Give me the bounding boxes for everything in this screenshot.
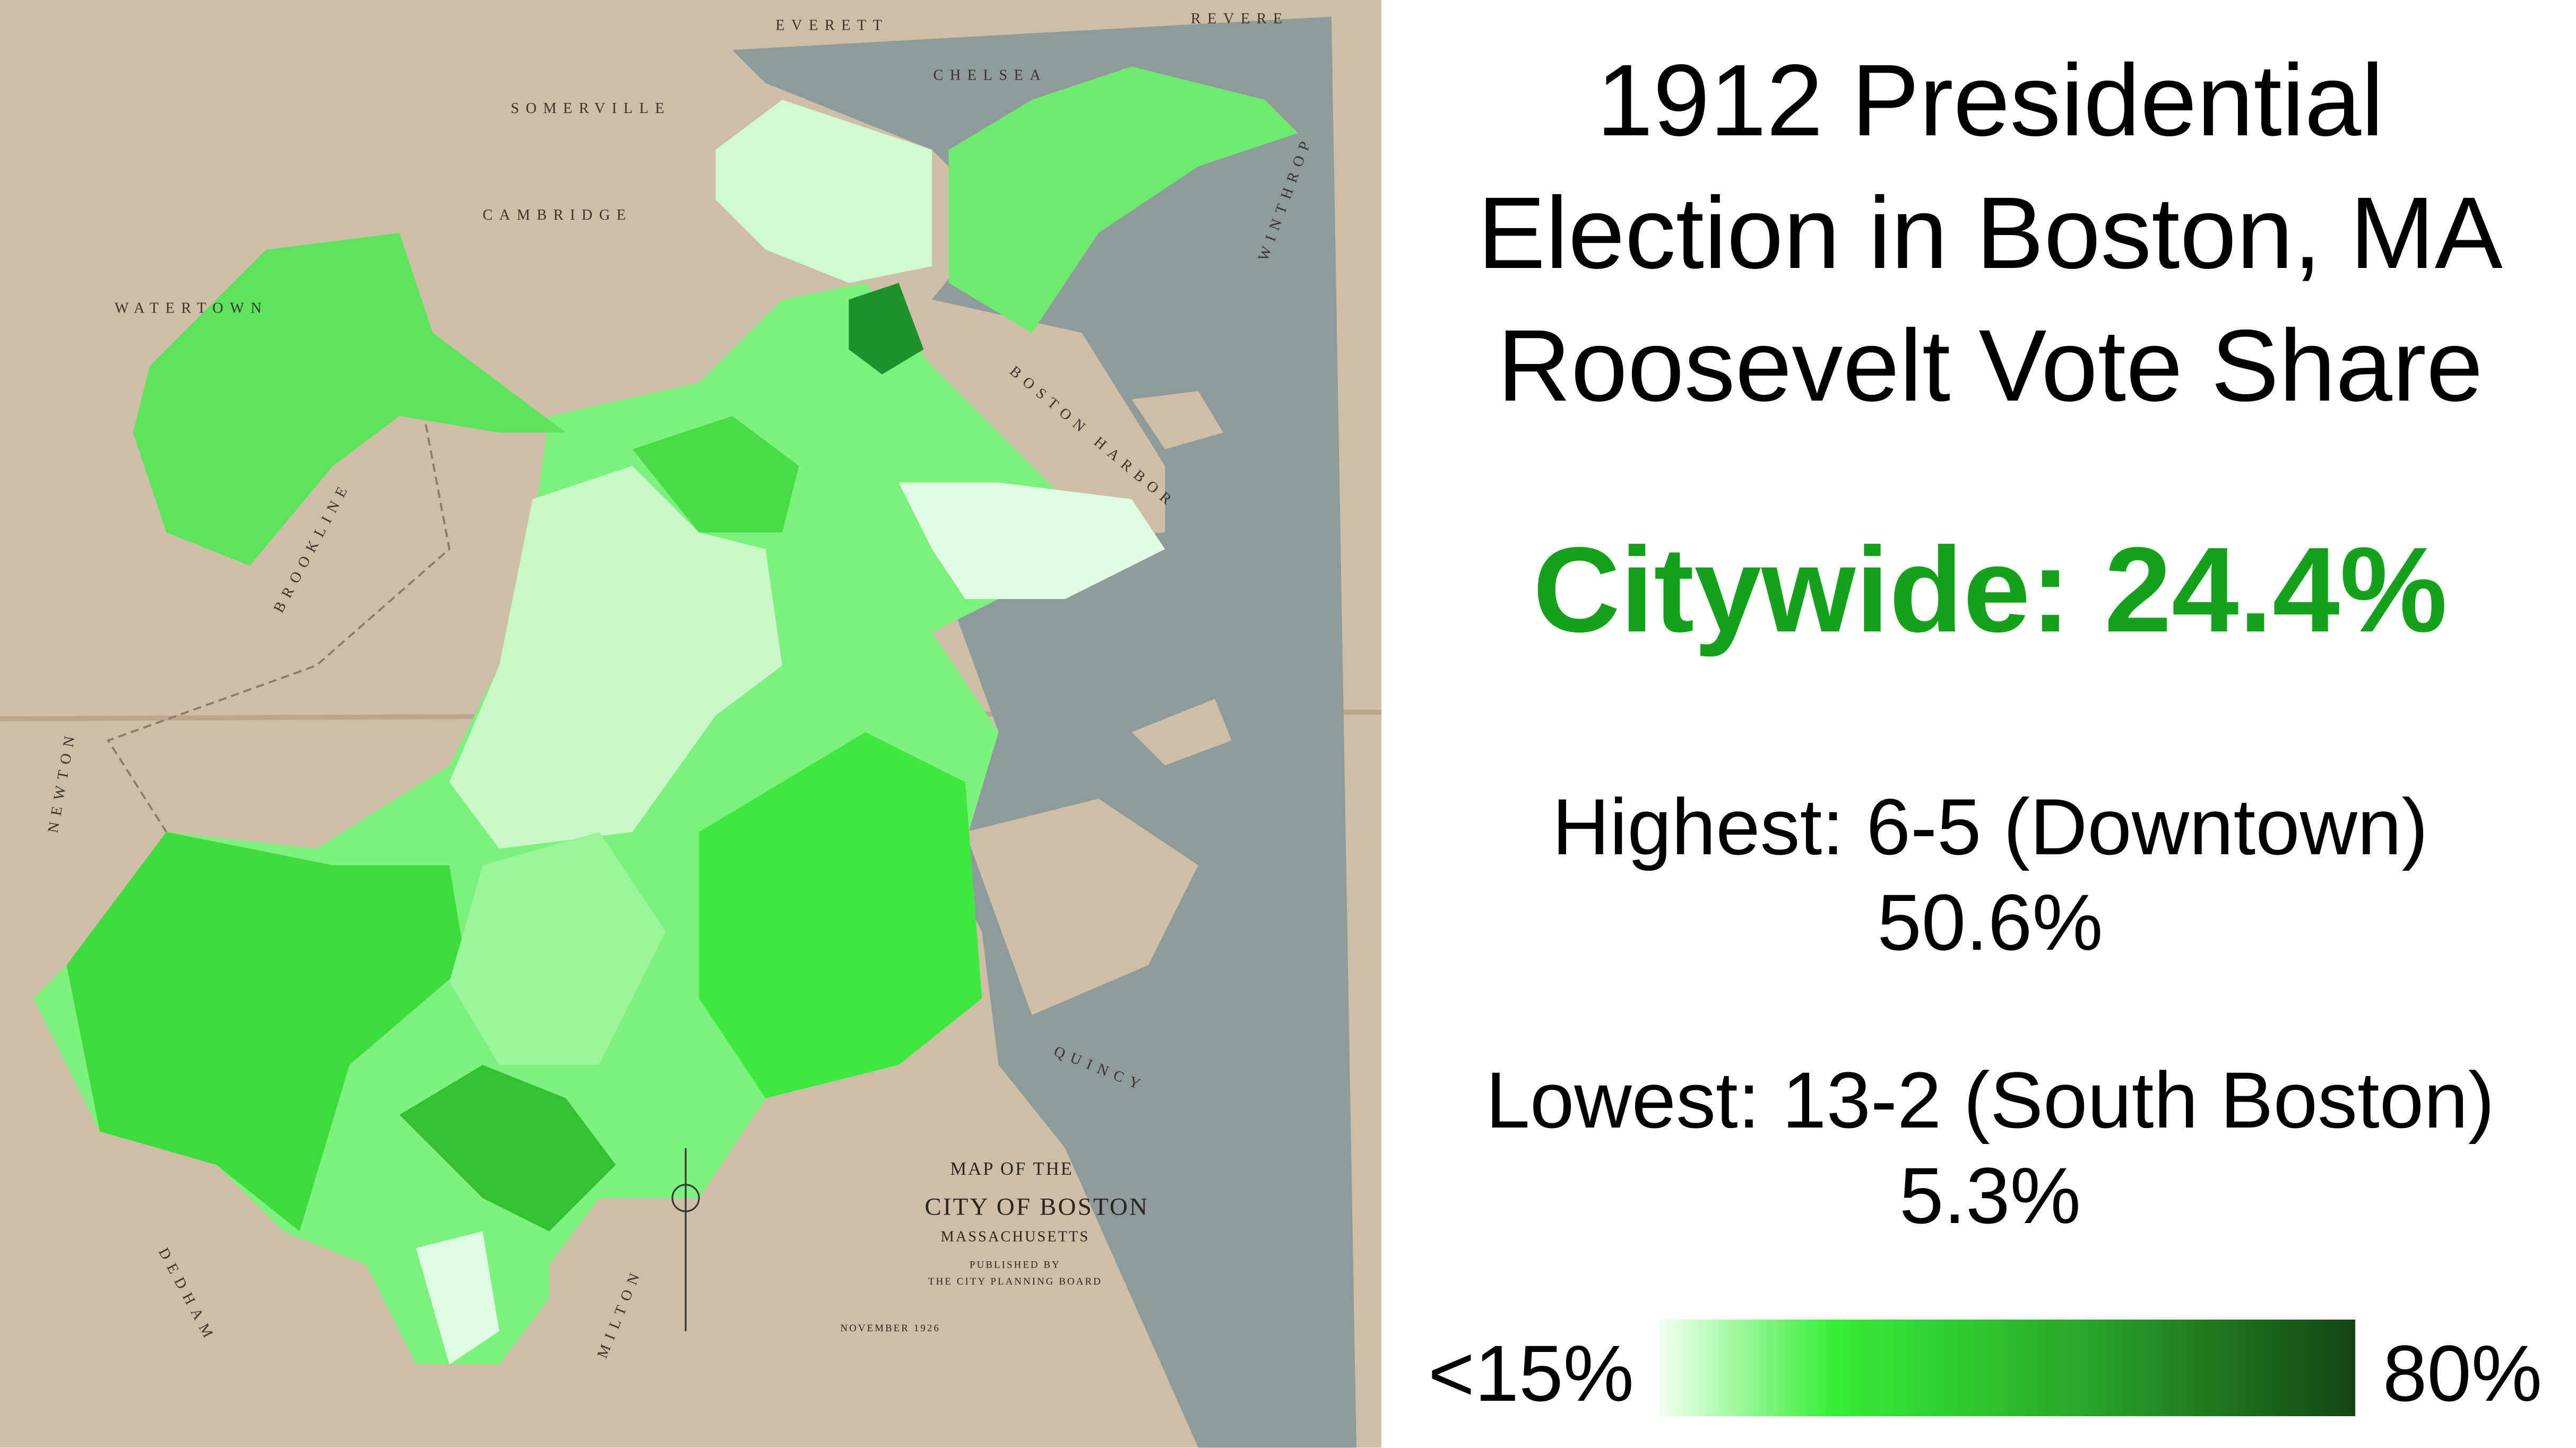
title-line: Roosevelt Vote Share <box>1497 308 2483 422</box>
lowest-label: Lowest: 13-2 (South Boston) <box>1485 1055 2494 1144</box>
district <box>715 100 932 283</box>
map-label: REVERE <box>1191 11 1289 27</box>
district <box>399 1065 616 1232</box>
district <box>449 466 782 849</box>
map: EVERETT REVERE CHELSEA SOMERVILLE CAMBRIDGE W… <box>0 0 1381 1448</box>
citywide: Citywide: 24.4% <box>1533 523 2447 657</box>
highest-label: Highest: 6-5 (Downtown) <box>1552 782 2428 871</box>
district <box>948 66 1299 333</box>
district <box>449 832 666 1065</box>
district <box>632 416 799 533</box>
cartouche-text: MAP OF THE <box>950 1159 1074 1179</box>
cartouche-text: CITY OF BOSTON <box>924 1193 1149 1220</box>
legend-bar <box>1659 1320 2355 1416</box>
map-label: WATERTOWN <box>115 300 268 317</box>
district <box>133 233 566 566</box>
district <box>849 283 924 375</box>
district <box>898 482 1165 599</box>
highest-value: 50.6% <box>1877 878 2103 967</box>
district <box>66 832 466 1232</box>
title-line: Election in Boston, MA <box>1477 176 2503 290</box>
cartouche-text: MASSACHUSETTS <box>941 1228 1090 1245</box>
legend-max: 80% <box>2383 1329 2542 1418</box>
cartouche-text: NOVEMBER 1926 <box>840 1323 940 1334</box>
island <box>1131 699 1232 766</box>
title-line: 1912 Presidential <box>1596 43 2384 157</box>
map-label: EVERETT <box>775 17 888 33</box>
district <box>699 732 982 1098</box>
panel: 1912 Presidential Election in Boston, MA… <box>1428 43 2542 1418</box>
map-label: CHELSEA <box>933 67 1048 84</box>
cartouche-text: PUBLISHED BY <box>970 1260 1061 1271</box>
lowest-value: 5.3% <box>1899 1151 2081 1240</box>
district <box>416 1231 499 1365</box>
island <box>1131 391 1223 449</box>
map-label: SOMERVILLE <box>511 100 671 117</box>
water <box>732 16 1356 1448</box>
brookline-border <box>106 241 451 833</box>
legend-min: <15% <box>1428 1329 1634 1418</box>
cartouche-text: THE CITY PLANNING BOARD <box>928 1276 1102 1287</box>
land <box>965 799 1198 1015</box>
map-label: CAMBRIDGE <box>482 207 632 223</box>
